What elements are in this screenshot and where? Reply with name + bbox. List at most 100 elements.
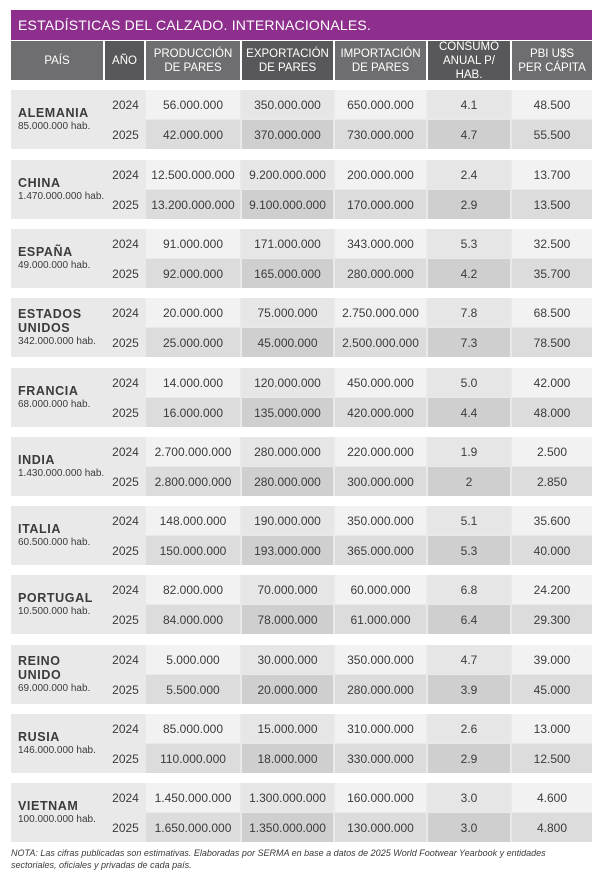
year-cell: 2024: [112, 305, 139, 320]
exportacion-cell: 193.000.000: [242, 536, 335, 565]
exportacion-cell: 1.300.000.000: [242, 783, 335, 812]
year-cell: 2025: [112, 335, 139, 350]
header-consumo: CONSUMO ANUAL P/ HAB.: [428, 40, 512, 81]
consumo-cell: 5.1: [428, 506, 512, 535]
importacion-cell: 350.000.000: [335, 645, 428, 674]
consumo-cell: 3.0: [428, 813, 512, 842]
table-header: PAÍS AÑO PRODUCCIÓN DE PARES EXPORTACIÓN D…: [11, 40, 592, 81]
exportacion-cell: 190.000.000: [242, 506, 335, 535]
exportacion-cell: 20.000.000: [242, 675, 335, 704]
exportacion-cell: 75.000.000: [242, 298, 335, 327]
pbi-cell: 13.700: [512, 160, 592, 189]
pbi-cell: 13.000: [512, 714, 592, 743]
year-cell: 2025: [112, 405, 139, 420]
produccion-cell: 16.000.000: [146, 398, 242, 427]
header-pbi-line2: PER CÁPITA: [518, 61, 586, 74]
importacion-cell: 310.000.000: [335, 714, 428, 743]
exportacion-cell: 280.000.000: [242, 467, 335, 496]
table-row: 5.500.000 20.000.000 280.000.000 3.9 45.000: [146, 675, 592, 704]
exportacion-cell: 165.000.000: [242, 259, 335, 288]
consumo-cell: 7.3: [428, 328, 512, 357]
importacion-cell: 450.000.000: [335, 368, 428, 397]
country-name: RUSIA: [18, 730, 60, 744]
importacion-cell: 650.000.000: [335, 90, 428, 119]
importacion-cell: 200.000.000: [335, 160, 428, 189]
table-row: 42.000.000 370.000.000 730.000.000 4.7 55.50…: [146, 120, 592, 149]
country-name: REINO: [18, 654, 61, 668]
country-group: ESPAÑA 49.000.000 hab. 2024 91.000.000 171.0…: [11, 229, 592, 288]
produccion-cell: 1.650.000.000: [146, 813, 242, 842]
produccion-cell: 56.000.000: [146, 90, 242, 119]
country-cell: ALEMANIA 85.000.000 hab.: [18, 90, 110, 149]
importacion-cell: 130.000.000: [335, 813, 428, 842]
produccion-cell: 110.000.000: [146, 744, 242, 773]
country-name: ITALIA: [18, 522, 61, 536]
consumo-cell: 4.2: [428, 259, 512, 288]
year-cell: 2025: [112, 612, 139, 627]
pbi-cell: 48.000: [512, 398, 592, 427]
consumo-cell: 4.7: [428, 120, 512, 149]
header-consumo-line1: CONSUMO: [438, 40, 500, 53]
country-name: VIETNAM: [18, 799, 79, 813]
table-row: 12.500.000.000 9.200.000.000 200.000.000 2.…: [146, 160, 592, 189]
exportacion-cell: 135.000.000: [242, 398, 335, 427]
country-population: 60.500.000 hab.: [18, 537, 91, 548]
produccion-cell: 150.000.000: [146, 536, 242, 565]
table-row: 2.700.000.000 280.000.000 220.000.000 1.9 2.…: [146, 437, 592, 466]
year-cell: 2025: [112, 266, 139, 281]
consumo-cell: 1.9: [428, 437, 512, 466]
pbi-cell: 55.500: [512, 120, 592, 149]
country-name: CHINA: [18, 176, 61, 190]
country-group: VIETNAM 100.000.000 hab. 2024 1.450.000.000…: [11, 783, 592, 842]
produccion-cell: 148.000.000: [146, 506, 242, 535]
header-produccion-line2: DE PARES: [164, 61, 222, 74]
consumo-cell: 6.4: [428, 605, 512, 634]
pbi-cell: 2.500: [512, 437, 592, 466]
produccion-cell: 2.800.000.000: [146, 467, 242, 496]
country-cell: ESTADOS UNIDOS 342.000.000 hab.: [18, 298, 110, 357]
country-cell: PORTUGAL 10.500.000 hab.: [18, 575, 110, 634]
country-group: PORTUGAL 10.500.000 hab. 2024 82.000.000 70.…: [11, 575, 592, 634]
produccion-cell: 5.500.000: [146, 675, 242, 704]
country-cell: INDIA 1.430.000.000 hab.: [18, 437, 110, 496]
exportacion-cell: 30.000.000: [242, 645, 335, 674]
table-row: 1.650.000.000 1.350.000.000 130.000.000 3.0…: [146, 813, 592, 842]
importacion-cell: 365.000.000: [335, 536, 428, 565]
pbi-cell: 32.500: [512, 229, 592, 258]
consumo-cell: 5.0: [428, 368, 512, 397]
pbi-cell: 45.000: [512, 675, 592, 704]
header-pais: PAÍS: [11, 41, 105, 80]
year-cell: 2024: [112, 582, 139, 597]
produccion-cell: 1.450.000.000: [146, 783, 242, 812]
year-cell: 2024: [112, 97, 139, 112]
year-cell: 2025: [112, 820, 139, 835]
country-population: 1.430.000.000 hab.: [18, 468, 105, 479]
consumo-cell: 2.9: [428, 190, 512, 219]
country-cell: CHINA 1.470.000.000 hab.: [18, 160, 110, 219]
year-cell: 2024: [112, 167, 139, 182]
pbi-cell: 2.850: [512, 467, 592, 496]
importacion-cell: 280.000.000: [335, 259, 428, 288]
table-row: 91.000.000 171.000.000 343.000.000 5.3 32.50…: [146, 229, 592, 258]
header-pbi-line1: PBI U$S: [529, 47, 575, 60]
importacion-cell: 2.750.000.000: [335, 298, 428, 327]
country-name: ALEMANIA: [18, 106, 89, 120]
importacion-cell: 61.000.000: [335, 605, 428, 634]
exportacion-cell: 70.000.000: [242, 575, 335, 604]
country-population: 68.000.000 hab.: [18, 399, 91, 410]
consumo-cell: 6.8: [428, 575, 512, 604]
exportacion-cell: 120.000.000: [242, 368, 335, 397]
importacion-cell: 330.000.000: [335, 744, 428, 773]
exportacion-cell: 15.000.000: [242, 714, 335, 743]
table-row: 110.000.000 18.000.000 330.000.000 2.9 12.50…: [146, 744, 592, 773]
table-row: 1.450.000.000 1.300.000.000 160.000.000 3.0…: [146, 783, 592, 812]
produccion-cell: 82.000.000: [146, 575, 242, 604]
importacion-cell: 2.500.000.000: [335, 328, 428, 357]
produccion-cell: 14.000.000: [146, 368, 242, 397]
country-group: FRANCIA 68.000.000 hab. 2024 14.000.000 120.…: [11, 368, 592, 427]
year-cell: 2025: [112, 474, 139, 489]
consumo-cell: 4.4: [428, 398, 512, 427]
exportacion-cell: 9.100.000.000: [242, 190, 335, 219]
country-name: ESPAÑA: [18, 245, 73, 259]
header-produccion: PRODUCCIÓN DE PARES: [146, 41, 242, 80]
